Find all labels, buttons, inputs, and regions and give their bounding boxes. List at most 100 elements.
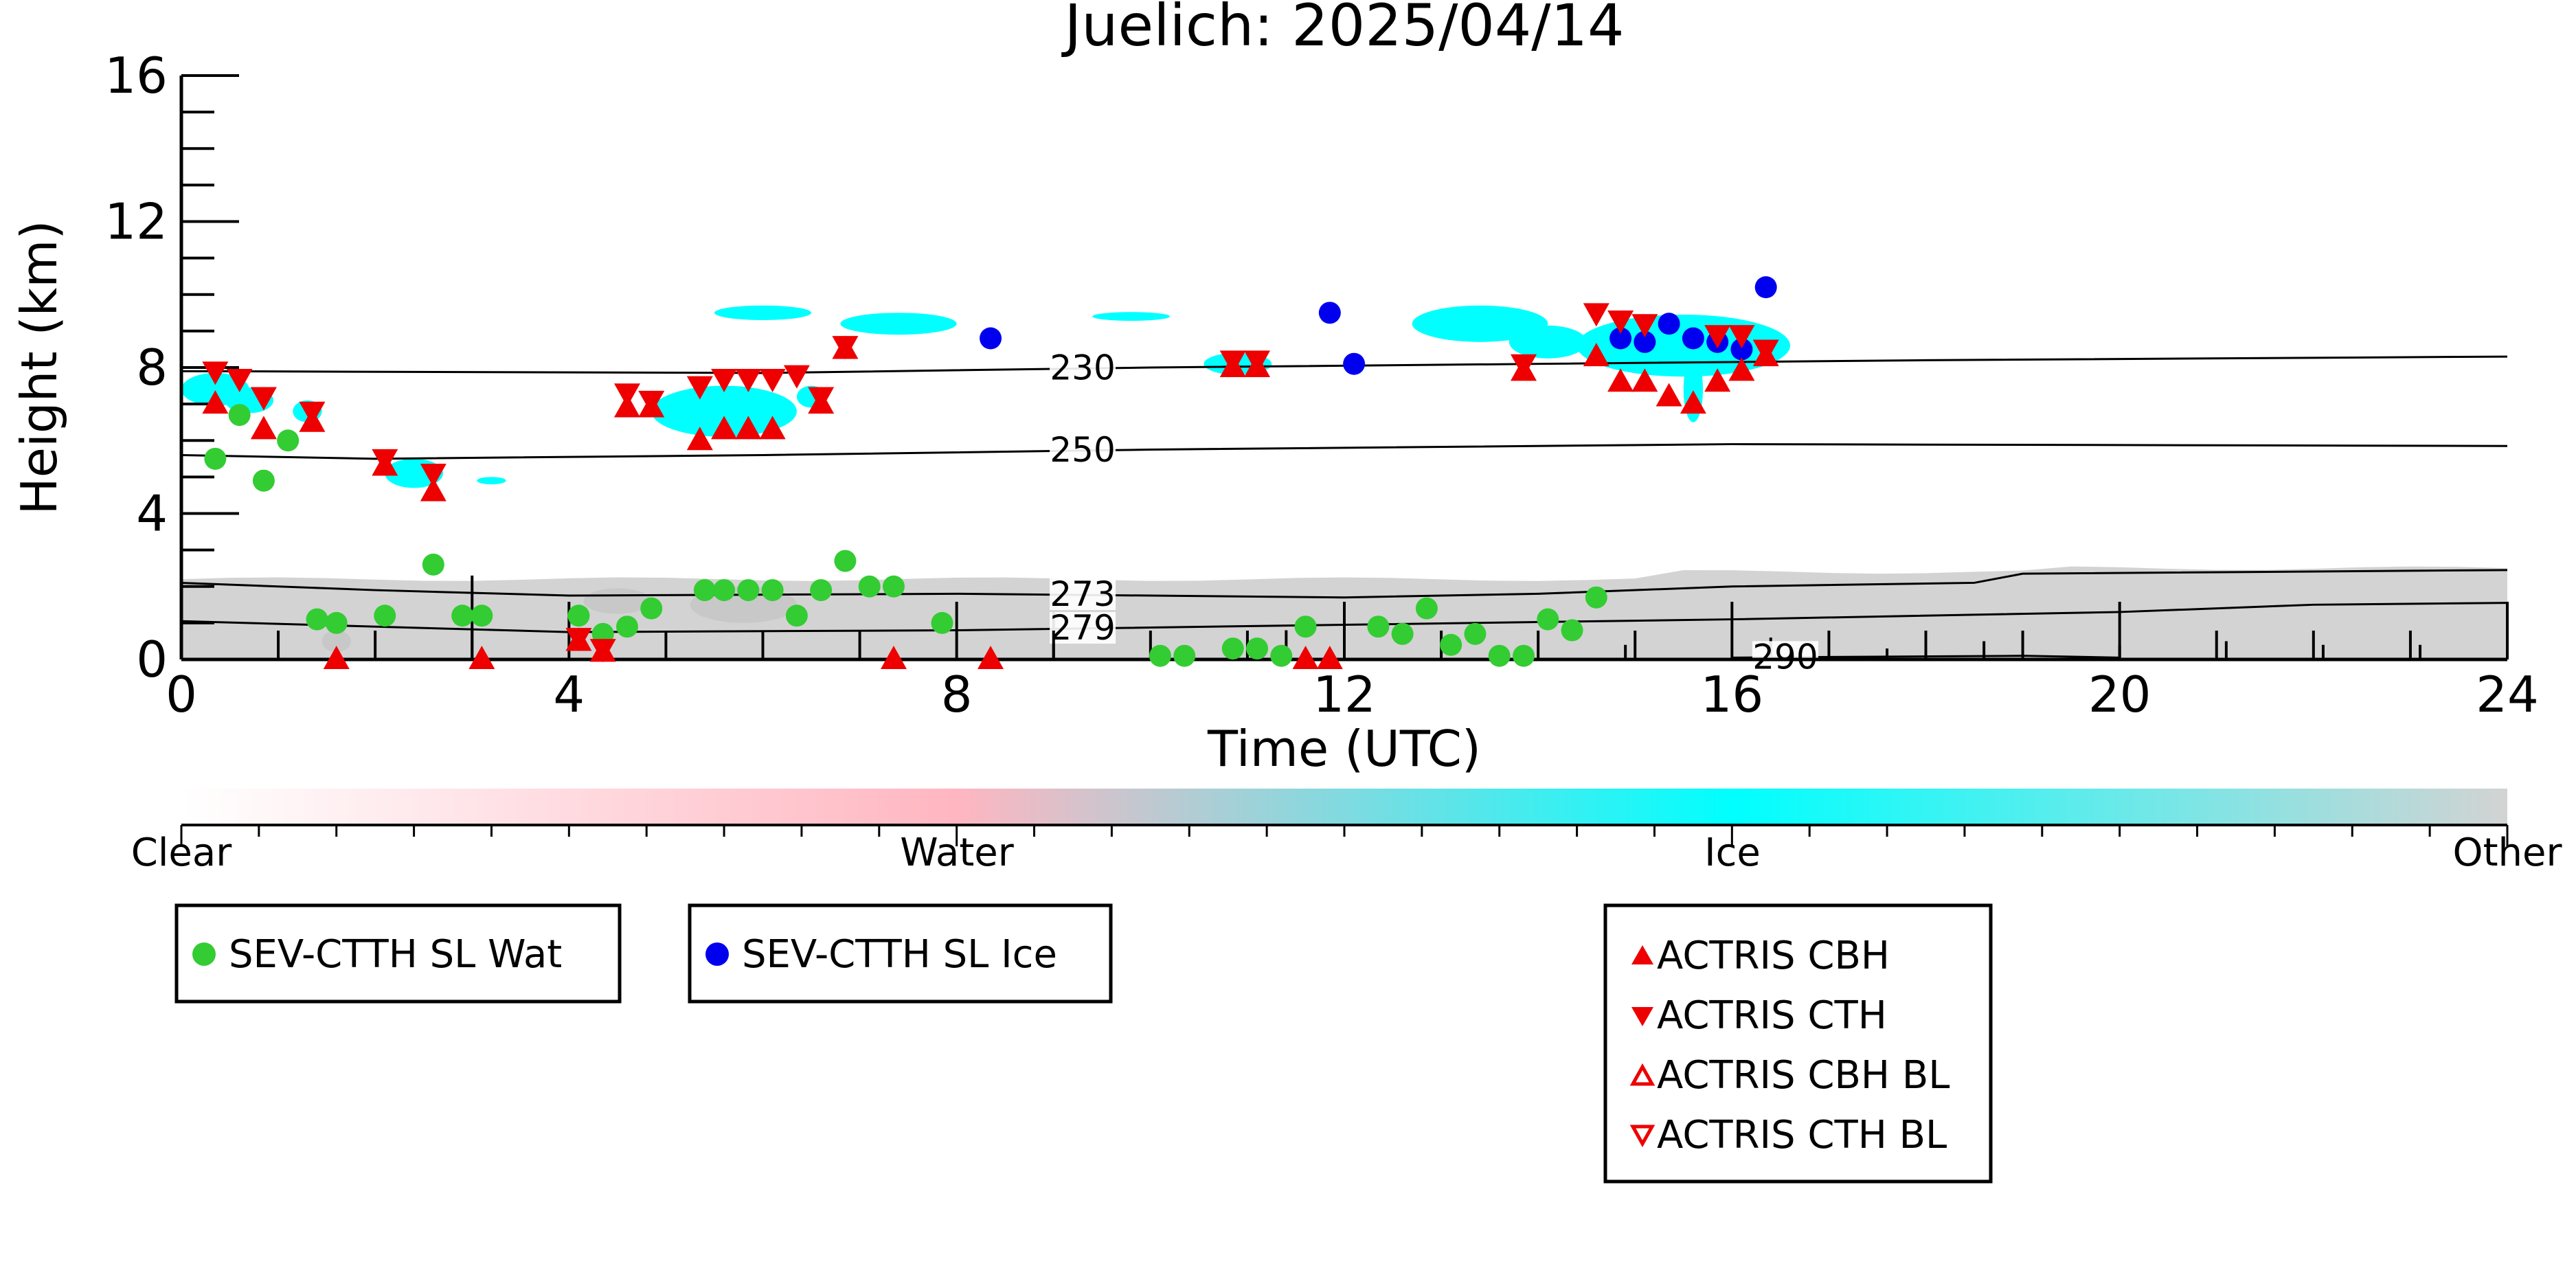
isotherm-line [181, 443, 2507, 460]
sev-ctth-sl-ice-point [1343, 352, 1366, 375]
actris-cth-point [638, 390, 665, 414]
actris-cbh-point [250, 416, 277, 440]
sev-ctth-sl-wat-point [1270, 644, 1293, 667]
legend-wat-marker [192, 942, 216, 966]
sev-ctth-sl-wat-point [761, 579, 784, 602]
y-axis-label: Height (km) [10, 221, 68, 515]
actris-cth-point [1219, 350, 1246, 374]
y-tick-label: 4 [136, 485, 168, 543]
sev-ctth-sl-wat-point [471, 605, 493, 627]
chart-title: Juelich: 2025/04/14 [1061, 0, 1625, 59]
sev-ctth-sl-wat-point [810, 579, 833, 602]
sev-ctth-sl-wat-point [451, 605, 474, 627]
actris-cth-point [420, 464, 447, 488]
sev-ctth-sl-ice-point [1730, 338, 1753, 361]
sev-ctth-sl-ice-point [1754, 276, 1777, 299]
cloud-ice-region [840, 313, 957, 335]
sev-ctth-sl-wat-point [1440, 633, 1462, 656]
sev-ctth-sl-wat-point [1246, 637, 1269, 660]
legend-ice-marker [705, 942, 729, 966]
colorbar-label-water: Water [900, 831, 1015, 875]
legend-cth-label: ACTRIS CTH [1657, 993, 1887, 1038]
actris-cbh-point [1631, 368, 1658, 392]
actris-cbh-point [711, 416, 738, 440]
x-tick-label: 12 [1313, 666, 1376, 723]
sev-ctth-sl-ice-point [1682, 327, 1704, 350]
actris-cth-point [1704, 325, 1731, 349]
sev-ctth-sl-wat-point [374, 605, 396, 627]
legend-cbh-marker [1631, 945, 1653, 964]
cloud-other-region [321, 630, 351, 653]
actris-cbh-point [1292, 646, 1319, 669]
actris-cth-point [299, 401, 326, 425]
sev-ctth-sl-wat-point [834, 550, 857, 572]
sev-ctth-sl-wat-point [858, 575, 881, 598]
sev-ctth-sl-ice-point [1318, 302, 1341, 324]
actris-cth-point [832, 336, 859, 360]
legend-cth-bl-label: ACTRIS CTH BL [1657, 1113, 1947, 1157]
actris-cth-point [1583, 303, 1609, 327]
actris-cbh-point [1728, 357, 1755, 381]
sev-ctth-sl-wat-point [325, 611, 348, 634]
colorbar-gradient [183, 789, 2507, 824]
cloud-ice-region [1509, 325, 1587, 359]
sev-ctth-sl-wat-point [204, 447, 227, 470]
actris-cth-point [711, 368, 738, 392]
actris-cth-point [783, 365, 810, 389]
sev-ctth-sl-wat-point [252, 469, 275, 492]
sev-ctth-sl-wat-point [277, 429, 300, 452]
sev-ctth-sl-ice-point [1634, 330, 1656, 353]
actris-cbh-point [759, 416, 786, 440]
sev-ctth-sl-ice-point [980, 327, 1002, 350]
sev-ctth-sl-wat-point [882, 575, 905, 598]
legend-cth-marker [1631, 1007, 1653, 1026]
actris-cbh-point [880, 646, 907, 669]
sev-ctth-sl-wat-point [1149, 644, 1171, 667]
x-tick-label: 20 [2088, 666, 2151, 723]
isotherm-line [181, 569, 2507, 599]
isotherm-label: 273 [1050, 574, 1115, 614]
actris-cth-point [1752, 339, 1779, 363]
actris-cbh-point [202, 390, 229, 414]
cloud-ice-region [714, 305, 812, 320]
actris-cth-point [808, 387, 835, 411]
sev-ctth-sl-wat-point [1537, 608, 1559, 631]
isotherm-label: 290 [1752, 637, 1818, 677]
actris-cbh-point [735, 416, 762, 440]
legend-cbh-bl-marker [1629, 1063, 1656, 1086]
actris-cth-point [1511, 354, 1537, 378]
legend-ice: SEV-CTTH SL Ice [688, 903, 1113, 1004]
cloud-ice-region [651, 385, 797, 437]
sev-ctth-sl-wat-point [228, 404, 251, 427]
sev-ctth-sl-ice-point [1658, 313, 1680, 335]
legend-cth-bl-marker [1629, 1125, 1656, 1148]
sev-ctth-sl-wat-point [931, 611, 953, 634]
actris-cbh-point [420, 477, 447, 501]
actris-cth-point [1244, 350, 1271, 374]
x-tick-label: 4 [553, 666, 585, 723]
legend-cbh-bl-label: ACTRIS CBH BL [1657, 1053, 1950, 1098]
sev-ctth-sl-wat-point [1561, 619, 1583, 642]
sev-ctth-sl-wat-point [1221, 637, 1244, 660]
x-axis-label: Time (UTC) [1207, 720, 1481, 778]
actris-cth-point [686, 376, 713, 400]
sev-ctth-sl-wat-point [1415, 597, 1438, 620]
actris-cbh-point [1316, 646, 1343, 669]
actris-cbh-point [686, 427, 713, 451]
actris-cbh-point [1704, 368, 1731, 392]
actris-cbh-point [978, 646, 1004, 669]
actris-cth-point [1728, 325, 1755, 349]
actris-cth-point [202, 361, 229, 385]
actris-cth-point [735, 368, 762, 392]
y-tick-label: 12 [104, 193, 168, 251]
isotherm-label-bg [1752, 641, 1818, 673]
sev-ctth-sl-wat-point [1391, 622, 1414, 645]
sev-ctth-sl-wat-point [1173, 644, 1196, 667]
sev-ctth-sl-wat-point [1294, 615, 1317, 638]
actris-cbh-point [1607, 368, 1634, 392]
x-tick-label: 16 [1701, 666, 1764, 723]
sev-ctth-sl-wat-point [567, 605, 590, 627]
sev-ctth-sl-wat-point [640, 597, 663, 620]
sev-ctth-sl-wat-point [1464, 622, 1487, 645]
